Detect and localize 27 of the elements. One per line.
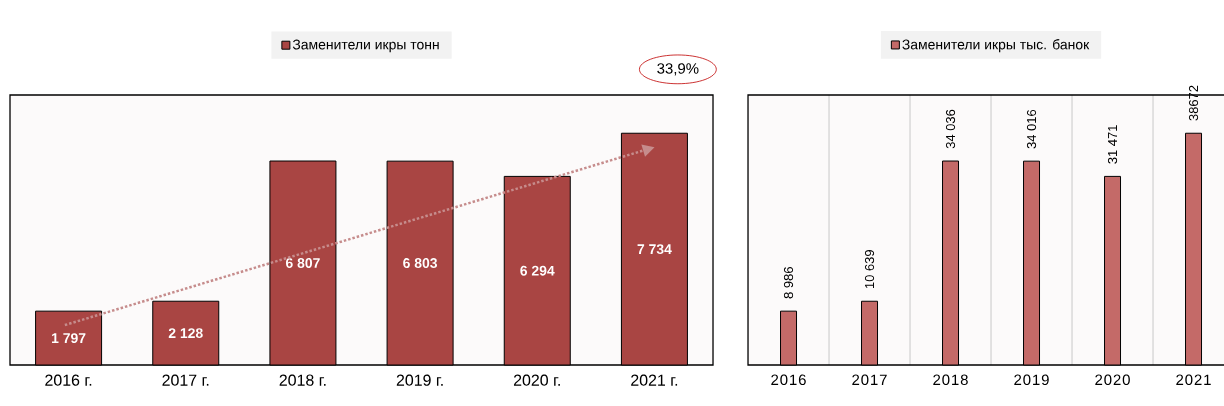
x-tick-label: 2016	[771, 374, 806, 386]
text: 33,9%	[657, 63, 699, 76]
x-tick-label: 2016 г.	[45, 374, 92, 386]
data-label: 6 294	[520, 265, 555, 276]
x-tick-label: 2020	[1095, 374, 1130, 386]
x-tick-label: 2018	[933, 374, 968, 386]
data-label: 6 803	[403, 258, 438, 269]
x-tick-label: 2021 г.	[631, 374, 678, 386]
data-label: 38672	[1188, 85, 1199, 121]
data-label: 6 807	[285, 258, 320, 268]
x-tick-label: 2017	[852, 374, 887, 386]
x-tick-label: 2019 г.	[396, 374, 443, 386]
legend-label: Заменители икры тонн	[292, 39, 439, 53]
x-tick-label: 2020 г.	[513, 374, 560, 386]
legend-label: Заменители икры тыс. банок	[902, 39, 1090, 53]
data-label: 31 471	[1107, 125, 1118, 164]
data-label: 1 797	[52, 333, 86, 344]
data-label: 10 639	[864, 250, 875, 289]
x-tick-label: 2019	[1014, 374, 1049, 386]
x-tick-label: 2017 г.	[162, 374, 209, 386]
data-label: 34 036	[945, 109, 956, 149]
x-tick-label: 2021	[1176, 374, 1211, 386]
x-tick-label: 2018 г.	[279, 374, 326, 386]
data-label: 8 986	[783, 267, 794, 299]
data-label: 34 016	[1026, 109, 1037, 149]
data-label: 7 734	[637, 244, 672, 255]
data-label: 2 128	[168, 328, 203, 339]
